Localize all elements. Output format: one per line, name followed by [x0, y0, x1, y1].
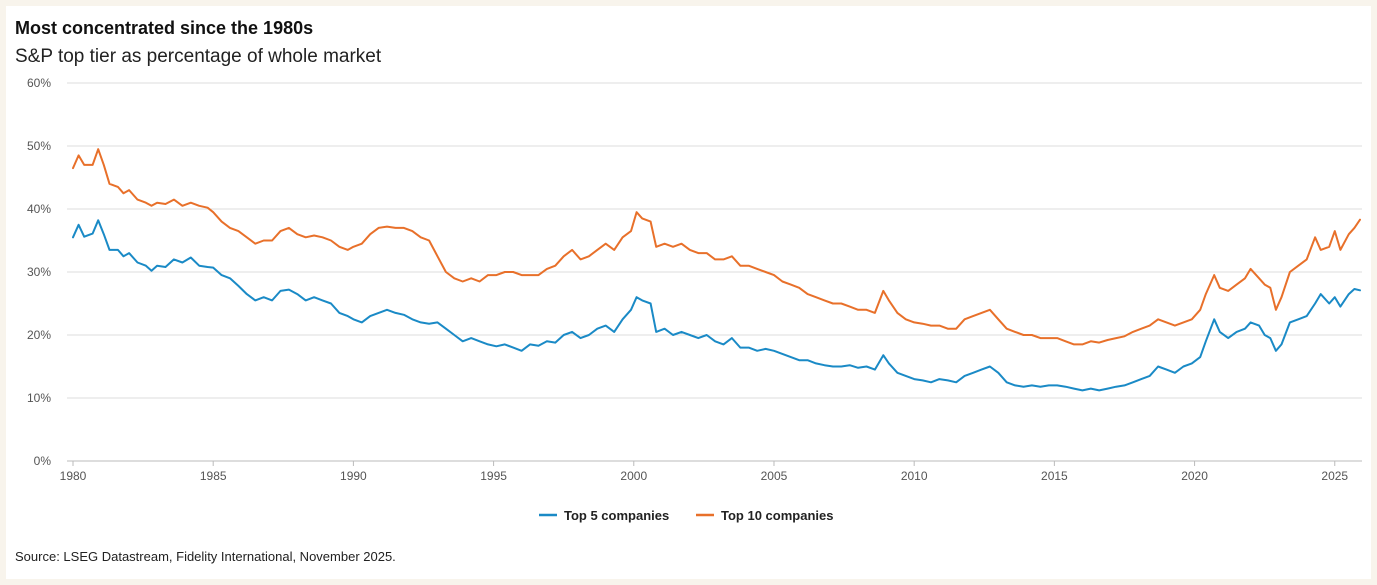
y-tick-label: 40%	[27, 202, 51, 216]
y-axis-ticks: 0% 10% 20% 30% 40% 50% 60%	[27, 76, 51, 468]
chart-subtitle: S&P top tier as percentage of whole mark…	[15, 46, 382, 67]
x-tick-label: 1995	[480, 469, 507, 483]
y-tick-label: 50%	[27, 139, 51, 153]
series-lines	[72, 148, 1361, 392]
y-tick-label: 20%	[27, 328, 51, 342]
source-note: Source: LSEG Datastream, Fidelity Intern…	[15, 549, 396, 564]
grid-lines	[67, 82, 1362, 462]
legend-label-top-5: Top 5 companies	[564, 508, 669, 523]
line-chart: 0% 10% 20% 30% 40% 50% 60% 1980 1985 1990 1995 200…	[27, 76, 1362, 523]
x-tick-label: 1980	[60, 469, 87, 483]
chart-card: Most concentrated since the 1980s S&P to…	[6, 6, 1371, 579]
x-axis-ticks: 1980 1985 1990 1995 2000 2005 2010 2015 2020 2025	[60, 461, 1348, 483]
chart-title: Most concentrated since the 1980s	[15, 18, 314, 38]
legend: Top 5 companies Top 10 companies	[539, 508, 833, 523]
y-tick-label: 10%	[27, 391, 51, 405]
series-line-top-10	[72, 148, 1361, 346]
x-tick-label: 1985	[200, 469, 227, 483]
x-tick-label: 2025	[1321, 469, 1348, 483]
x-tick-label: 2020	[1181, 469, 1208, 483]
series-line-top-5	[72, 219, 1361, 392]
x-tick-label: 2000	[620, 469, 647, 483]
x-tick-label: 2005	[761, 469, 788, 483]
y-tick-label: 30%	[27, 265, 51, 279]
x-tick-label: 2010	[901, 469, 928, 483]
x-tick-label: 2015	[1041, 469, 1068, 483]
x-tick-label: 1990	[340, 469, 367, 483]
legend-label-top-10: Top 10 companies	[721, 508, 833, 523]
y-tick-label: 60%	[27, 76, 51, 90]
y-tick-label: 0%	[34, 454, 52, 468]
